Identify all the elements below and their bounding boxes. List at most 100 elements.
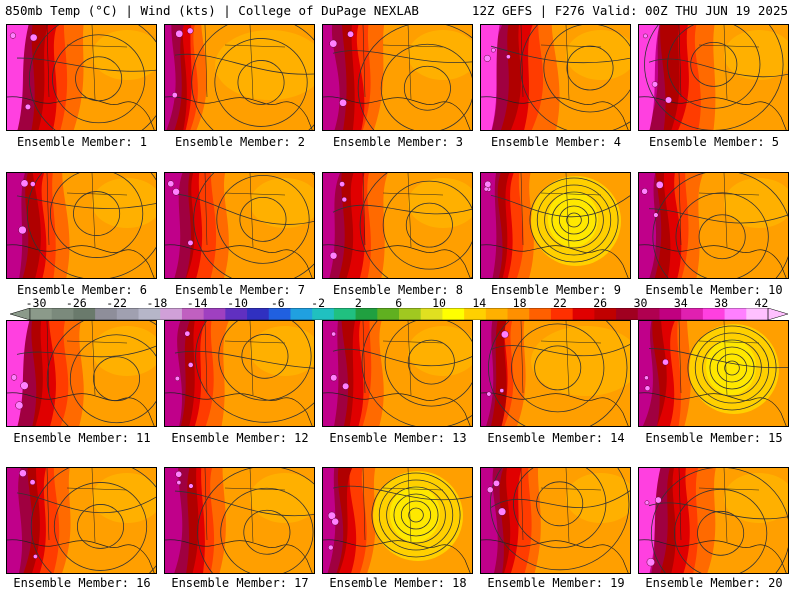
ensemble-member-label: Ensemble Member: 20 xyxy=(645,576,783,590)
ensemble-member-label: Ensemble Member: 12 xyxy=(171,431,309,445)
state-borders xyxy=(204,468,286,543)
coastline xyxy=(323,392,471,426)
colorbar-tick-label: -22 xyxy=(106,296,127,310)
cool-core-inner xyxy=(390,486,440,542)
colorbar-tick-label: 38 xyxy=(714,296,729,310)
wind-contour xyxy=(551,198,597,242)
hot-spot xyxy=(653,212,659,218)
wind-contour xyxy=(239,196,287,242)
hot-spot xyxy=(662,358,669,366)
wind-contour xyxy=(195,321,314,423)
colorbar-tick-label: 30 xyxy=(633,296,648,310)
wind-contour xyxy=(237,60,285,105)
wind-contour xyxy=(648,502,788,520)
cool-core-inner xyxy=(548,191,598,247)
wind-contour xyxy=(16,492,156,514)
colorbar-swatch xyxy=(464,308,487,320)
hot-spot xyxy=(665,96,672,104)
ensemble-map-17 xyxy=(164,467,315,574)
colorbar-tick-label: 42 xyxy=(754,296,769,310)
coastline xyxy=(481,539,629,573)
colorbar-swatch xyxy=(116,308,140,320)
temp-band-hottest xyxy=(7,321,30,426)
coastline xyxy=(7,539,155,573)
hot-spot xyxy=(655,180,664,189)
colorbar-swatch xyxy=(268,308,291,320)
temp-band xyxy=(7,468,23,573)
hot-spot xyxy=(331,517,339,526)
colorbar-swatch xyxy=(399,308,422,320)
wind-contour xyxy=(489,468,630,571)
wind-contour xyxy=(716,353,748,383)
wind-contour xyxy=(724,360,740,376)
wind-contour xyxy=(16,345,156,358)
wind-contour xyxy=(697,510,745,556)
wind-contour xyxy=(652,173,788,278)
hot-spot xyxy=(33,554,38,559)
wind-contour xyxy=(536,184,612,256)
colorbar-swatch xyxy=(333,308,357,320)
wind-contour xyxy=(536,481,584,527)
coastline xyxy=(639,96,787,130)
colorbar-swatch xyxy=(702,308,726,320)
mild-area xyxy=(250,326,314,376)
wind-contour xyxy=(16,195,156,209)
colorbar-tick-label: 26 xyxy=(593,296,608,310)
temp-band xyxy=(323,321,339,426)
wind-contour xyxy=(378,479,454,551)
coastline xyxy=(481,96,629,130)
hot-spot xyxy=(339,181,345,188)
temp-band-hottest xyxy=(639,25,660,130)
hot-spot xyxy=(174,375,180,382)
ensemble-map-10 xyxy=(638,172,789,279)
map-title: 850mb Temp (°C) | Wind (kts) | College o… xyxy=(5,3,419,18)
mild-area xyxy=(408,30,472,80)
wind-contour xyxy=(380,43,472,130)
wind-contour xyxy=(332,485,472,501)
wind-contour xyxy=(534,345,582,391)
colorbar-swatch xyxy=(572,308,595,320)
mild-area xyxy=(92,30,156,80)
ensemble-member-label: Ensemble Member: 7 xyxy=(174,283,306,297)
ensemble-member-label: Ensemble Member: 15 xyxy=(645,431,783,445)
ensemble-map-20 xyxy=(638,467,789,574)
wind-contour xyxy=(650,468,788,573)
colorbar-swatch xyxy=(507,308,530,320)
hot-spot xyxy=(493,479,500,487)
wind-contour xyxy=(243,509,291,555)
wind-contour xyxy=(405,202,453,248)
wind-contour xyxy=(26,173,156,278)
wind-contour xyxy=(332,204,472,215)
colorbar-tick-label: 10 xyxy=(432,296,446,310)
wind-contour xyxy=(566,212,582,228)
wind-contour xyxy=(197,468,314,573)
wind-contour xyxy=(407,339,455,385)
hot-spot xyxy=(491,47,496,53)
hot-spot xyxy=(644,375,649,381)
ensemble-member-label: Ensemble Member: 9 xyxy=(490,283,622,297)
cool-core-inner xyxy=(706,339,756,395)
ensemble-map-12 xyxy=(164,320,315,427)
colorbar-swatch xyxy=(203,308,226,320)
ensemble-member-label: Ensemble Member: 11 xyxy=(13,431,151,445)
hot-spot xyxy=(342,382,350,390)
wind-contour xyxy=(384,321,472,407)
wind-contour xyxy=(403,65,451,111)
colorbar-swatch xyxy=(312,308,335,320)
wind-contour xyxy=(174,53,314,75)
wind-contour xyxy=(490,194,630,218)
ensemble-member-label: Ensemble Member: 5 xyxy=(648,135,780,149)
wind-contour xyxy=(75,56,123,102)
hot-spot xyxy=(501,330,509,339)
wind-contour xyxy=(28,25,156,130)
ensemble-member-label: Ensemble Member: 8 xyxy=(332,283,464,297)
coastline xyxy=(481,392,629,426)
ensemble-member-label: Ensemble Member: 2 xyxy=(174,135,306,149)
coastline xyxy=(323,244,471,278)
wind-contour xyxy=(511,323,605,413)
wind-contour xyxy=(220,487,314,573)
wind-contour xyxy=(357,25,472,130)
wind-contour xyxy=(382,180,472,270)
mild-area xyxy=(566,30,630,80)
hot-spot xyxy=(486,391,492,397)
